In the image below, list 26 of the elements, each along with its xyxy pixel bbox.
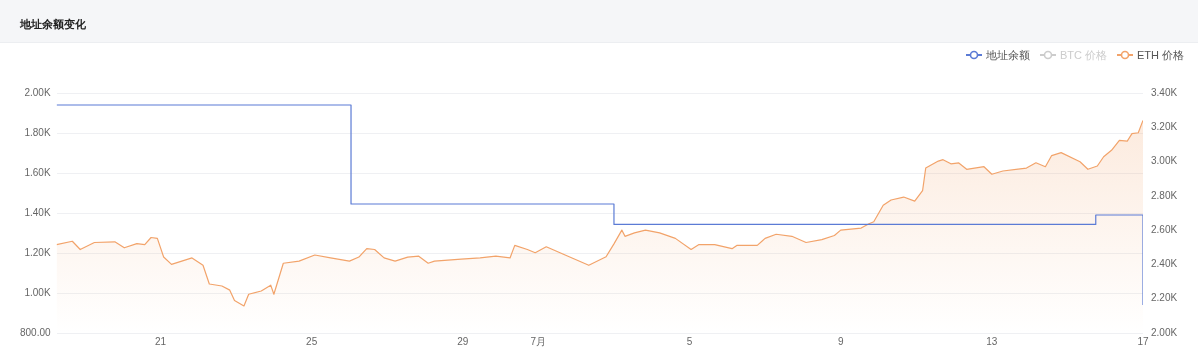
y-tick-label: 1.80K bbox=[24, 126, 51, 138]
y2-tick-label: 2.40K bbox=[1151, 258, 1178, 270]
x-tick-label: 17 bbox=[1137, 335, 1149, 347]
y2-tick-label: 2.00K bbox=[1151, 326, 1178, 338]
y2-tick-label: 2.60K bbox=[1151, 223, 1178, 235]
y-tick-label: 1.60K bbox=[24, 166, 51, 178]
legend-label: ETH 价格 bbox=[1136, 48, 1184, 63]
x-tick-label: 29 bbox=[457, 335, 469, 347]
x-tick-label: 7月 bbox=[530, 335, 547, 347]
y2-tick-label: 2.20K bbox=[1151, 292, 1178, 304]
y-tick-label: 1.00K bbox=[24, 286, 51, 298]
y2-tick-label: 2.80K bbox=[1151, 189, 1178, 201]
chart-title: 地址余额变化 bbox=[20, 17, 86, 32]
y2-tick-label: 3.40K bbox=[1151, 86, 1178, 98]
y-tick-label: 1.40K bbox=[24, 206, 51, 218]
y2-tick-label: 3.00K bbox=[1151, 155, 1178, 167]
y-tick-label: 800.00 bbox=[19, 326, 52, 338]
x-tick-label: 25 bbox=[306, 335, 318, 347]
legend-label: 地址余额 bbox=[985, 48, 1030, 63]
x-tick-label: 5 bbox=[686, 335, 693, 347]
x-tick-label: 9 bbox=[837, 335, 844, 347]
y-tick-label: 2.00K bbox=[24, 86, 51, 98]
y2-tick-label: 3.20K bbox=[1151, 121, 1178, 133]
x-tick-label: 13 bbox=[986, 335, 998, 347]
x-tick-label: 21 bbox=[154, 335, 167, 347]
y-tick-label: 1.20K bbox=[24, 246, 51, 258]
